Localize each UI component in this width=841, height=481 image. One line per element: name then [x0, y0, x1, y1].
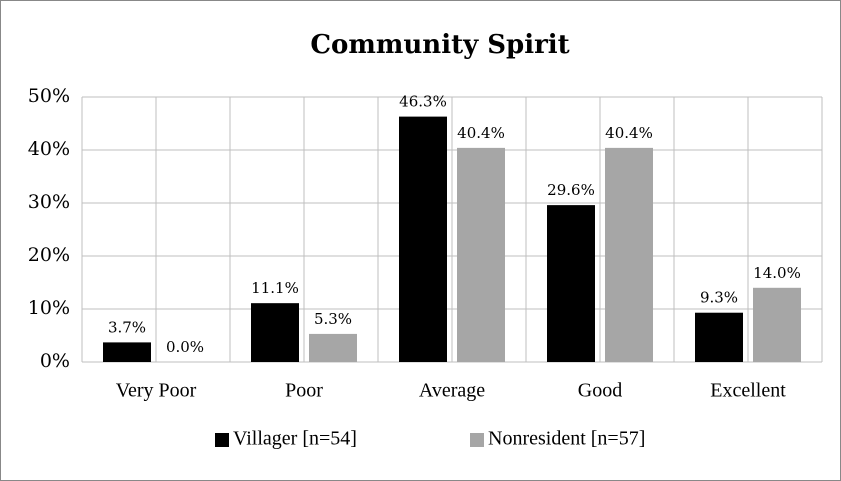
legend-label: Villager [n=54] — [233, 428, 357, 450]
bar — [103, 342, 151, 362]
legend-label: Nonresident [n=57] — [488, 428, 645, 450]
data-label: 29.6% — [547, 181, 595, 199]
bar — [547, 205, 595, 362]
y-tick-label: 20% — [28, 244, 70, 266]
data-label: 14.0% — [753, 264, 801, 282]
data-label: 3.7% — [108, 318, 146, 336]
bar — [251, 303, 299, 362]
data-label: 40.4% — [457, 124, 505, 142]
x-tick-label: Average — [419, 380, 485, 402]
bar — [309, 333, 357, 362]
bar — [457, 147, 505, 362]
x-tick-label: Good — [578, 380, 622, 402]
bar — [605, 147, 653, 362]
bar — [695, 312, 743, 362]
chart-title: Community Spirit — [310, 30, 569, 60]
y-tick-label: 50% — [28, 85, 70, 107]
data-label: 40.4% — [605, 124, 653, 142]
data-label: 5.3% — [314, 310, 352, 328]
data-label: 0.0% — [166, 338, 204, 356]
x-tick-label: Poor — [285, 380, 323, 402]
legend-swatch — [470, 433, 484, 447]
data-label: 46.3% — [399, 93, 447, 111]
bar — [399, 116, 447, 362]
y-tick-label: 30% — [28, 191, 70, 213]
data-label: 11.1% — [251, 279, 299, 297]
y-tick-label: 0% — [40, 350, 70, 372]
bar — [753, 287, 801, 362]
x-tick-label: Excellent — [710, 380, 786, 402]
y-tick-label: 40% — [28, 138, 70, 160]
data-label: 9.3% — [700, 289, 738, 307]
x-tick-label: Very Poor — [116, 380, 197, 402]
legend-swatch — [215, 433, 229, 447]
y-tick-label: 10% — [28, 297, 70, 319]
